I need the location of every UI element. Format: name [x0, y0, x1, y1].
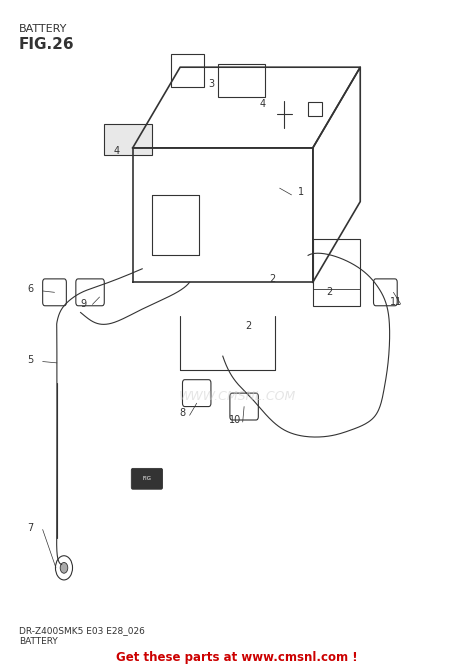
Text: DR-Z400SMK5 E03 E28_026: DR-Z400SMK5 E03 E28_026: [19, 626, 145, 635]
Text: 2: 2: [246, 321, 252, 331]
Bar: [104, 124, 152, 155]
Text: 4: 4: [260, 99, 266, 109]
Text: Get these parts at www.cmsnl.com !: Get these parts at www.cmsnl.com !: [116, 651, 358, 664]
Text: 1: 1: [298, 187, 304, 196]
FancyBboxPatch shape: [43, 279, 66, 306]
Text: BATTERY: BATTERY: [19, 638, 58, 646]
FancyBboxPatch shape: [76, 279, 104, 306]
Text: 8: 8: [180, 409, 185, 418]
Text: 3: 3: [208, 79, 214, 89]
FancyBboxPatch shape: [374, 279, 397, 306]
Text: FIG.26: FIG.26: [19, 37, 74, 52]
Text: 5: 5: [27, 355, 34, 364]
Bar: [218, 64, 265, 97]
FancyBboxPatch shape: [230, 393, 258, 420]
Text: 11: 11: [390, 298, 402, 307]
Bar: [313, 239, 360, 306]
Text: 9: 9: [80, 299, 86, 308]
FancyBboxPatch shape: [182, 380, 211, 407]
Text: 4: 4: [113, 146, 119, 156]
Text: BATTERY: BATTERY: [19, 24, 67, 34]
Text: 2: 2: [269, 274, 276, 284]
Text: 10: 10: [229, 415, 242, 425]
Text: 6: 6: [28, 284, 34, 294]
Bar: [308, 102, 322, 116]
Circle shape: [60, 562, 68, 573]
Bar: [171, 54, 204, 87]
Text: 2: 2: [326, 288, 333, 297]
Text: WWW.CMSNL.COM: WWW.CMSNL.COM: [178, 390, 296, 403]
Circle shape: [55, 556, 73, 580]
Text: FIG: FIG: [143, 476, 151, 481]
Text: 7: 7: [27, 523, 34, 532]
FancyBboxPatch shape: [131, 468, 163, 489]
